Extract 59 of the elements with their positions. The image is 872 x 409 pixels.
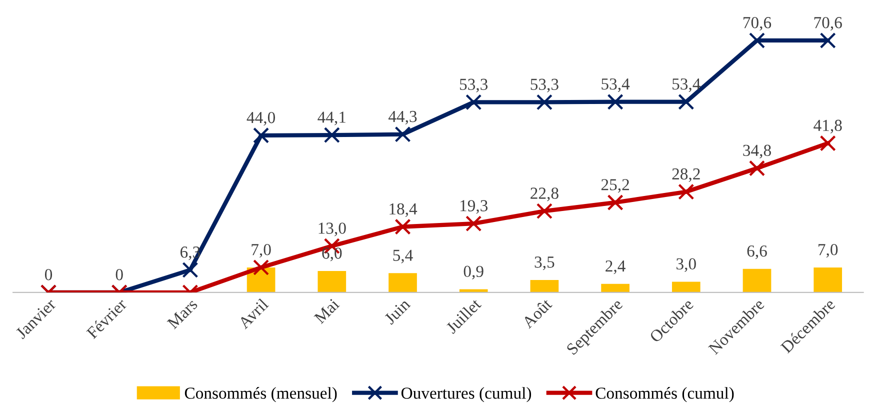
data-label: 53,3	[460, 78, 488, 92]
data-label: 13,0	[318, 222, 346, 236]
bar	[530, 280, 559, 292]
point	[607, 194, 624, 211]
point	[678, 184, 694, 200]
data-label: 5,4	[393, 250, 413, 264]
point	[536, 203, 553, 220]
legend-label: Ouvertures (cumul)	[401, 387, 532, 402]
data-label: 53,3	[530, 78, 558, 92]
x-tick-label: Juin	[384, 298, 411, 325]
point	[820, 32, 836, 49]
data-label: 28,2	[672, 168, 700, 182]
point	[324, 126, 340, 144]
data-label: 19,3	[460, 200, 488, 214]
data-label: 53,4	[672, 78, 700, 92]
data-label: 34,8	[743, 144, 771, 158]
data-label: 0,9	[464, 266, 484, 280]
point	[536, 94, 553, 110]
data-label: 25,2	[601, 179, 629, 193]
data-label: 70,6	[744, 17, 772, 31]
data-label: 70,6	[814, 17, 842, 31]
data-label: 53,4	[602, 78, 630, 92]
data-label: 3,5	[534, 256, 554, 270]
point	[820, 135, 836, 152]
data-label: 7,0	[252, 244, 271, 258]
legend-label: Consommés (cumul)	[596, 387, 734, 402]
point	[466, 94, 482, 110]
point	[607, 94, 624, 110]
point	[394, 126, 411, 142]
legend-label: Consommés (mensuel)	[184, 387, 337, 402]
data-label: 3,0	[676, 258, 696, 272]
bar	[814, 267, 842, 292]
bar	[742, 268, 772, 292]
bar	[459, 289, 488, 292]
point	[253, 259, 270, 276]
data-label: 6,6	[747, 245, 767, 260]
point	[678, 94, 694, 110]
data-label: 2,4	[606, 260, 626, 274]
data-label: 18,4	[390, 203, 418, 217]
point	[466, 216, 482, 232]
point	[748, 32, 766, 49]
data-label: 44,1	[318, 112, 346, 126]
data-label: 7,0	[818, 244, 838, 258]
point	[253, 127, 270, 144]
data-label: 44,0	[246, 112, 276, 126]
data-label: 6,0	[322, 248, 342, 262]
bar	[318, 271, 346, 292]
x-tick-label: Mai	[314, 298, 340, 324]
data-label: 22,8	[530, 188, 558, 202]
data-label: 41,8	[814, 120, 842, 134]
bar	[388, 273, 417, 292]
data-label: 44,3	[388, 110, 417, 125]
bar	[601, 284, 630, 292]
bar	[672, 282, 700, 292]
point	[748, 160, 766, 176]
data-label: 0	[116, 268, 123, 280]
data-label: 0	[44, 268, 52, 280]
point	[394, 218, 411, 235]
point	[182, 262, 198, 278]
